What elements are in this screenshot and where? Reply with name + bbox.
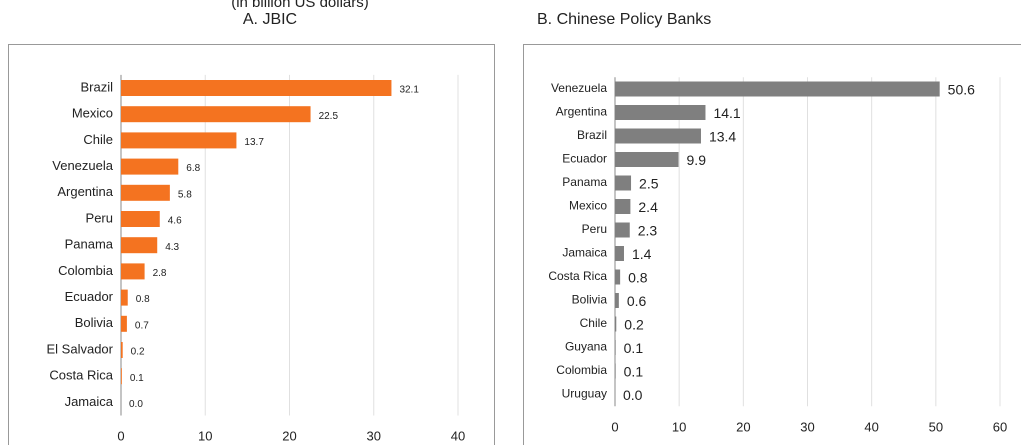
panel-frame — [523, 44, 1021, 445]
value-label: 13.4 — [709, 129, 736, 145]
bar — [615, 199, 631, 214]
y-tick-label: Brazil — [80, 79, 113, 94]
x-tick-label: 20 — [736, 419, 750, 434]
y-tick-label: Guyana — [565, 340, 607, 354]
panel-frame — [8, 44, 495, 445]
x-tick-label: 50 — [929, 419, 943, 434]
y-tick-label: Argentina — [57, 184, 113, 199]
bar — [121, 80, 392, 96]
bar — [121, 158, 179, 175]
value-label: 2.4 — [638, 199, 658, 215]
value-label: 32.1 — [399, 85, 419, 96]
bar — [615, 105, 706, 120]
y-tick-label: Ecuador — [65, 289, 114, 304]
bar — [121, 237, 158, 254]
bar — [615, 152, 679, 167]
y-tick-label: Chile — [580, 316, 608, 330]
bar — [615, 340, 616, 355]
y-tick-label: Bolivia — [75, 315, 114, 330]
y-tick-label: Colombia — [58, 263, 114, 278]
value-label: 0.8 — [628, 270, 648, 286]
bar — [121, 289, 128, 306]
bar — [121, 342, 123, 358]
y-tick-label: Jamaica — [562, 246, 607, 260]
y-tick-label: Uruguay — [562, 387, 607, 401]
value-label: 14.1 — [713, 105, 740, 121]
bar — [615, 293, 619, 308]
bar — [121, 315, 127, 332]
x-tick-label: 10 — [672, 419, 686, 434]
value-label: 0.2 — [624, 317, 644, 333]
value-label: 0.6 — [627, 293, 647, 309]
bar — [615, 269, 621, 285]
bar — [121, 263, 145, 280]
value-label: 9.9 — [687, 152, 707, 168]
x-tick-label: 0 — [117, 428, 124, 443]
y-tick-label: Panama — [65, 237, 114, 252]
y-tick-label: Venezuela — [551, 81, 607, 95]
x-tick-label: 40 — [864, 419, 878, 434]
x-tick-label: 0 — [611, 419, 618, 434]
value-label: 22.5 — [319, 111, 339, 122]
value-label: 5.8 — [178, 189, 192, 200]
value-label: 2.8 — [153, 268, 167, 279]
value-label: 0.2 — [131, 347, 145, 358]
bar — [615, 81, 940, 97]
bar — [121, 211, 160, 227]
value-label: 13.7 — [244, 137, 264, 148]
bar — [121, 368, 122, 385]
bar — [615, 246, 624, 261]
bar — [615, 128, 701, 144]
subtitle: (in billion US dollars) — [231, 0, 369, 11]
bar — [121, 106, 311, 123]
value-label: 4.6 — [168, 216, 182, 227]
value-label: 0.7 — [135, 320, 149, 331]
y-tick-label: Brazil — [577, 128, 607, 142]
y-tick-label: Bolivia — [572, 293, 608, 307]
value-label: 0.1 — [624, 364, 644, 380]
x-tick-label: 20 — [282, 428, 296, 443]
value-label: 1.4 — [632, 246, 652, 262]
value-label: 50.6 — [948, 82, 975, 98]
x-tick-label: 30 — [367, 428, 381, 443]
x-tick-label: 40 — [451, 428, 465, 443]
y-tick-label: Mexico — [569, 199, 607, 213]
value-label: 2.5 — [639, 176, 659, 192]
bar — [121, 184, 170, 201]
bar — [615, 222, 630, 238]
y-tick-label: Argentina — [556, 105, 608, 119]
bar — [615, 175, 632, 191]
x-tick-label: 30 — [800, 419, 814, 434]
chart-title: B. Chinese Policy Banks — [537, 11, 711, 28]
value-label: 0.1 — [624, 340, 644, 356]
y-tick-label: Chile — [83, 132, 113, 147]
x-tick-label: 10 — [198, 428, 212, 443]
value-label: 6.8 — [186, 163, 200, 174]
bar — [615, 363, 616, 379]
y-tick-label: Peru — [582, 222, 607, 236]
chart-title: A. JBIC — [243, 11, 297, 28]
value-label: 4.3 — [165, 242, 179, 253]
bar — [121, 132, 237, 149]
y-tick-label: Panama — [562, 175, 607, 189]
x-tick-label: 60 — [993, 419, 1007, 434]
y-tick-label: Costa Rica — [49, 368, 113, 383]
value-label: 0.1 — [130, 373, 144, 384]
bar — [615, 316, 617, 332]
y-tick-label: Costa Rica — [548, 269, 607, 283]
y-tick-label: Jamaica — [65, 394, 114, 409]
value-label: 2.3 — [638, 223, 658, 239]
y-tick-label: Ecuador — [562, 152, 607, 166]
value-label: 0.0 — [129, 399, 143, 410]
y-tick-label: Peru — [86, 210, 113, 225]
y-tick-label: Colombia — [556, 363, 607, 377]
y-tick-label: Venezuela — [52, 158, 113, 173]
y-tick-label: Mexico — [72, 106, 113, 121]
value-label: 0.0 — [623, 387, 643, 403]
value-label: 0.8 — [136, 294, 150, 305]
y-tick-label: El Salvador — [47, 341, 114, 356]
